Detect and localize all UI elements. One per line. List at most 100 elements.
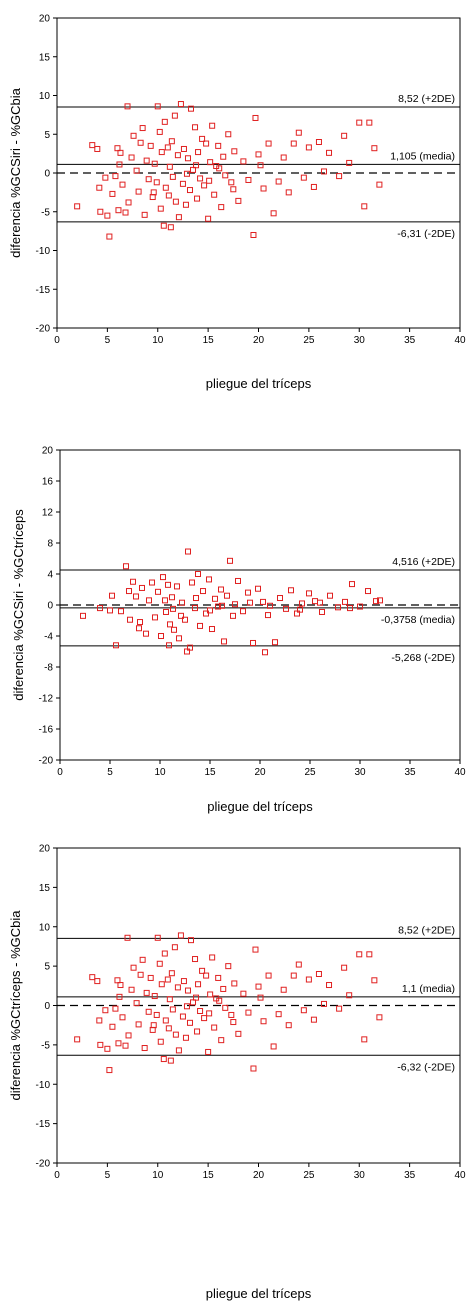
data-point	[312, 598, 318, 605]
data-point	[182, 1034, 189, 1041]
data-point	[230, 186, 237, 193]
data-point	[205, 1048, 212, 1055]
data-point	[96, 1017, 103, 1024]
data-point	[162, 1017, 169, 1024]
data-point	[143, 630, 149, 637]
data-point	[199, 135, 206, 142]
y-tick-label: 12	[42, 508, 54, 519]
data-point	[133, 1000, 140, 1007]
x-tick-label: 25	[303, 1170, 315, 1181]
data-point	[240, 608, 246, 615]
data-point	[141, 211, 148, 218]
data-point	[149, 579, 155, 586]
data-point	[209, 954, 216, 961]
data-point	[319, 608, 325, 615]
data-point	[207, 159, 214, 166]
y-tick-label: 0	[44, 1001, 50, 1012]
x-tick-label: 35	[404, 335, 416, 346]
data-point	[168, 970, 175, 977]
data-point	[305, 144, 312, 151]
data-point	[107, 607, 113, 614]
data-point	[280, 154, 287, 161]
data-point	[172, 198, 179, 205]
data-point	[157, 205, 164, 212]
y-tick-label: 5	[44, 962, 50, 973]
data-point	[365, 588, 371, 595]
data-point	[187, 105, 194, 112]
data-point	[169, 173, 176, 180]
y-tick-label: -10	[36, 246, 51, 257]
x-tick-label: 30	[354, 767, 366, 778]
data-point	[240, 990, 247, 997]
y-tick-label: 5	[44, 130, 50, 141]
data-point	[124, 934, 131, 941]
data-point	[175, 1047, 182, 1054]
x-tick-label: 5	[105, 1170, 111, 1181]
data-point	[265, 612, 271, 619]
limit-line-label: 8,52 (+2DE)	[398, 93, 455, 105]
data-point	[175, 214, 182, 221]
data-point	[179, 1013, 186, 1020]
data-point	[327, 592, 333, 599]
data-point	[341, 132, 348, 139]
data-point	[160, 1056, 167, 1063]
data-point	[184, 987, 191, 994]
data-point	[115, 207, 122, 214]
x-axis-label: pliegue del tríceps	[207, 799, 313, 814]
data-point	[143, 157, 150, 164]
data-point	[180, 978, 187, 985]
data-point	[197, 175, 204, 182]
data-point	[167, 1057, 174, 1064]
data-point	[222, 1004, 229, 1011]
data-point	[206, 576, 212, 583]
y-tick-label: -20	[36, 324, 51, 335]
data-point	[317, 599, 323, 606]
data-point	[183, 170, 190, 177]
data-point	[341, 964, 348, 971]
data-point	[187, 937, 194, 944]
data-point	[255, 151, 262, 158]
data-point	[137, 971, 144, 978]
data-point	[228, 1011, 235, 1018]
data-point	[224, 592, 230, 599]
data-point	[182, 201, 189, 208]
data-point	[112, 173, 119, 180]
data-point	[192, 956, 199, 963]
data-point	[177, 101, 184, 108]
data-point	[156, 960, 163, 967]
data-point	[193, 994, 200, 1001]
data-point	[147, 142, 154, 149]
data-point	[133, 167, 140, 174]
data-point	[336, 173, 343, 180]
data-point	[109, 592, 115, 599]
data-point	[201, 182, 208, 189]
data-point	[201, 1015, 208, 1022]
y-axis-label: diferencia %GCSiri - %GCtríceps	[11, 509, 26, 701]
data-point	[218, 1037, 225, 1044]
data-point	[154, 103, 161, 110]
data-point	[257, 994, 264, 1001]
data-point	[185, 548, 191, 555]
y-tick-label: 20	[39, 844, 51, 855]
data-point	[260, 598, 266, 605]
data-point	[218, 586, 224, 593]
data-point	[215, 603, 221, 610]
x-tick-label: 0	[54, 335, 60, 346]
y-tick-label: -16	[39, 725, 54, 736]
data-point	[171, 112, 178, 119]
data-point	[89, 974, 96, 981]
data-point	[280, 986, 287, 993]
data-point	[117, 982, 124, 989]
data-point	[141, 1045, 148, 1052]
data-point	[113, 642, 119, 649]
y-tick-label: -5	[41, 1040, 50, 1051]
data-point	[250, 232, 257, 238]
data-point	[106, 1067, 113, 1074]
data-point	[119, 181, 126, 188]
data-point	[260, 185, 267, 192]
y-tick-label: 0	[47, 601, 53, 612]
data-point	[252, 114, 259, 121]
data-point	[112, 1005, 119, 1012]
